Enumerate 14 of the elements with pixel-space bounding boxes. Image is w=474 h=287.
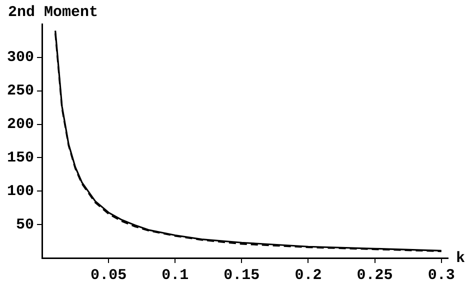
y-tick-label: 300 (6, 49, 34, 66)
x-tick-label: 0.2 (294, 266, 322, 284)
x-tick-label: 0.3 (428, 266, 455, 284)
x-tick-label: 0.25 (356, 266, 393, 284)
x-tick-label: 0.05 (90, 266, 127, 284)
y-tick-label: 50 (16, 216, 34, 234)
x-axis-title: k (456, 250, 466, 267)
y-tick-label: 250 (6, 82, 34, 100)
y-tick-label: 150 (6, 149, 34, 166)
y-tick-label: 100 (6, 182, 34, 200)
x-tick-label: 0.1 (162, 266, 189, 284)
y-axis-title: 2nd Moment (8, 4, 98, 21)
y-tick-label: 200 (6, 116, 34, 134)
x-tick-label: 0.15 (224, 266, 260, 284)
